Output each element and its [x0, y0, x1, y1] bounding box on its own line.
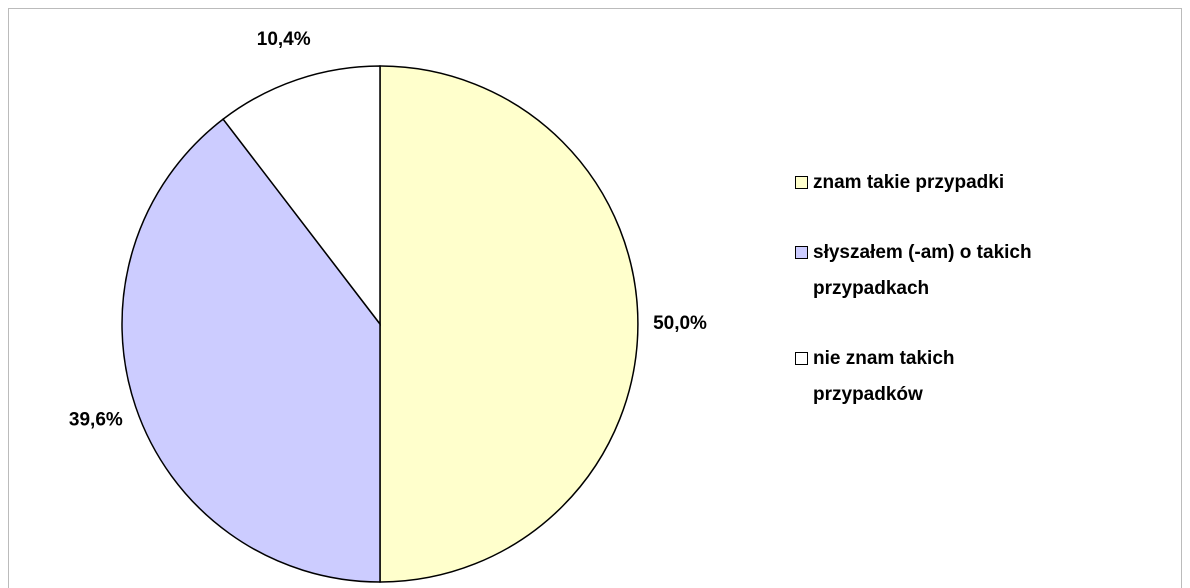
data-label: 39,6%: [69, 409, 123, 430]
legend: znam takie przypadki słyszałem (-am) o ta…: [795, 165, 1055, 447]
legend-swatch: [795, 352, 808, 365]
legend-item: znam takie przypadki: [795, 165, 1055, 201]
data-label: 10,4%: [257, 29, 311, 50]
legend-swatch: [795, 246, 808, 259]
legend-label: słyszałem (-am) o takich przypadkach: [813, 242, 1032, 299]
pie-slice: [379, 65, 639, 583]
legend-item: słyszałem (-am) o takich przypadkach: [795, 235, 1055, 307]
legend-label: znam takie przypadki: [813, 172, 1005, 193]
chart-border: [8, 8, 1182, 588]
legend-label: nie znam takich przypadków: [813, 348, 955, 405]
pie-slice: [222, 65, 381, 327]
legend-swatch: [795, 176, 808, 189]
legend-item: nie znam takich przypadków: [795, 341, 1055, 413]
data-label: 50,0%: [653, 313, 707, 334]
pie-slice: [121, 118, 381, 583]
